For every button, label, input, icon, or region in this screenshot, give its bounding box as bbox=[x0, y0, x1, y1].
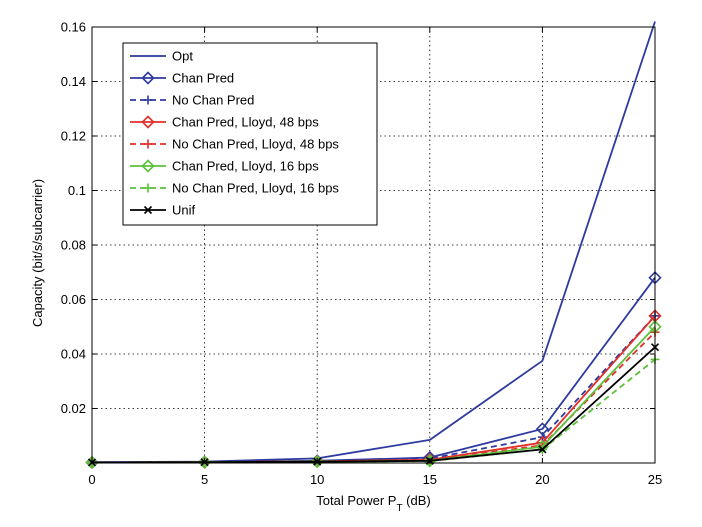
legend-item: Chan Pred, Lloyd, 16 bps bbox=[130, 159, 319, 174]
data-point-x bbox=[143, 205, 153, 215]
y-tick-label: 0.16 bbox=[61, 20, 86, 35]
legend-item: No Chan Pred, Lloyd, 48 bps bbox=[130, 137, 339, 152]
data-point-diamond bbox=[141, 71, 155, 85]
x-tick-label: 10 bbox=[310, 472, 324, 487]
data-point-plus bbox=[143, 183, 153, 193]
legend-label: No Chan Pred bbox=[172, 93, 254, 108]
data-point-diamond bbox=[141, 115, 155, 129]
x-axis-title: Total Power PT (dB) bbox=[316, 493, 430, 514]
legend-label: Chan Pred, Lloyd, 48 bps bbox=[172, 115, 319, 130]
y-tick-label: 0.12 bbox=[61, 129, 86, 144]
x-tick-label: 0 bbox=[88, 472, 95, 487]
legend-item: Opt bbox=[130, 49, 193, 64]
y-tick-label: 0.14 bbox=[61, 74, 86, 89]
legend: Opt Chan Pred No Chan Pred Chan Pred, Lloyd… bbox=[122, 42, 378, 226]
data-point-diamond bbox=[141, 159, 155, 173]
series-group bbox=[85, 21, 662, 470]
data-point-diamond bbox=[423, 454, 437, 468]
legend-item: Chan Pred, Lloyd, 48 bps bbox=[130, 115, 319, 130]
y-tick-label: 0.02 bbox=[61, 401, 86, 416]
y-axis-title: Capacity (bit/s/subcarrier) bbox=[30, 179, 45, 327]
data-point-x bbox=[538, 445, 547, 454]
x-tick-label: 20 bbox=[535, 472, 549, 487]
legend-item: Unif bbox=[130, 203, 196, 218]
legend-item: Chan Pred bbox=[130, 71, 234, 86]
y-tick-label: 0.06 bbox=[61, 292, 86, 307]
x-tick-label: 5 bbox=[201, 472, 208, 487]
legend-item: No Chan Pred, Lloyd, 16 bps bbox=[130, 181, 339, 196]
x-axis-title-subscript: T bbox=[396, 503, 402, 514]
data-point-diamond bbox=[310, 455, 324, 469]
y-tick-label: 0.1 bbox=[68, 183, 86, 198]
data-point-diamond bbox=[85, 455, 99, 470]
legend-label: Opt bbox=[172, 49, 193, 64]
x-axis-title-unit: (dB) bbox=[403, 493, 431, 508]
legend-label: Chan Pred bbox=[172, 71, 234, 86]
x-axis-title-main: Total Power P bbox=[316, 493, 396, 508]
data-point-plus bbox=[143, 95, 153, 105]
y-tick-label: 0.04 bbox=[61, 347, 86, 362]
legend-label: Unif bbox=[172, 203, 196, 218]
data-point-diamond bbox=[197, 455, 212, 469]
y-tick-label: 0.08 bbox=[61, 238, 86, 253]
axis-ticks: 0 5 10 15 20 25 0.02 0.04 0.06 0.08 0.1 0.12 0.14 0.1… bbox=[61, 20, 663, 488]
x-tick-label: 15 bbox=[423, 472, 437, 487]
series-line bbox=[91, 346, 656, 464]
legend-label: No Chan Pred, Lloyd, 16 bps bbox=[172, 181, 339, 196]
legend-label: Chan Pred, Lloyd, 16 bps bbox=[172, 159, 319, 174]
x-tick-label: 25 bbox=[648, 472, 662, 487]
series-unif bbox=[87, 343, 660, 467]
legend-label: No Chan Pred, Lloyd, 48 bps bbox=[172, 137, 339, 152]
data-point-plus bbox=[143, 139, 153, 149]
legend-box bbox=[122, 42, 378, 226]
legend-item: No Chan Pred bbox=[130, 93, 254, 108]
